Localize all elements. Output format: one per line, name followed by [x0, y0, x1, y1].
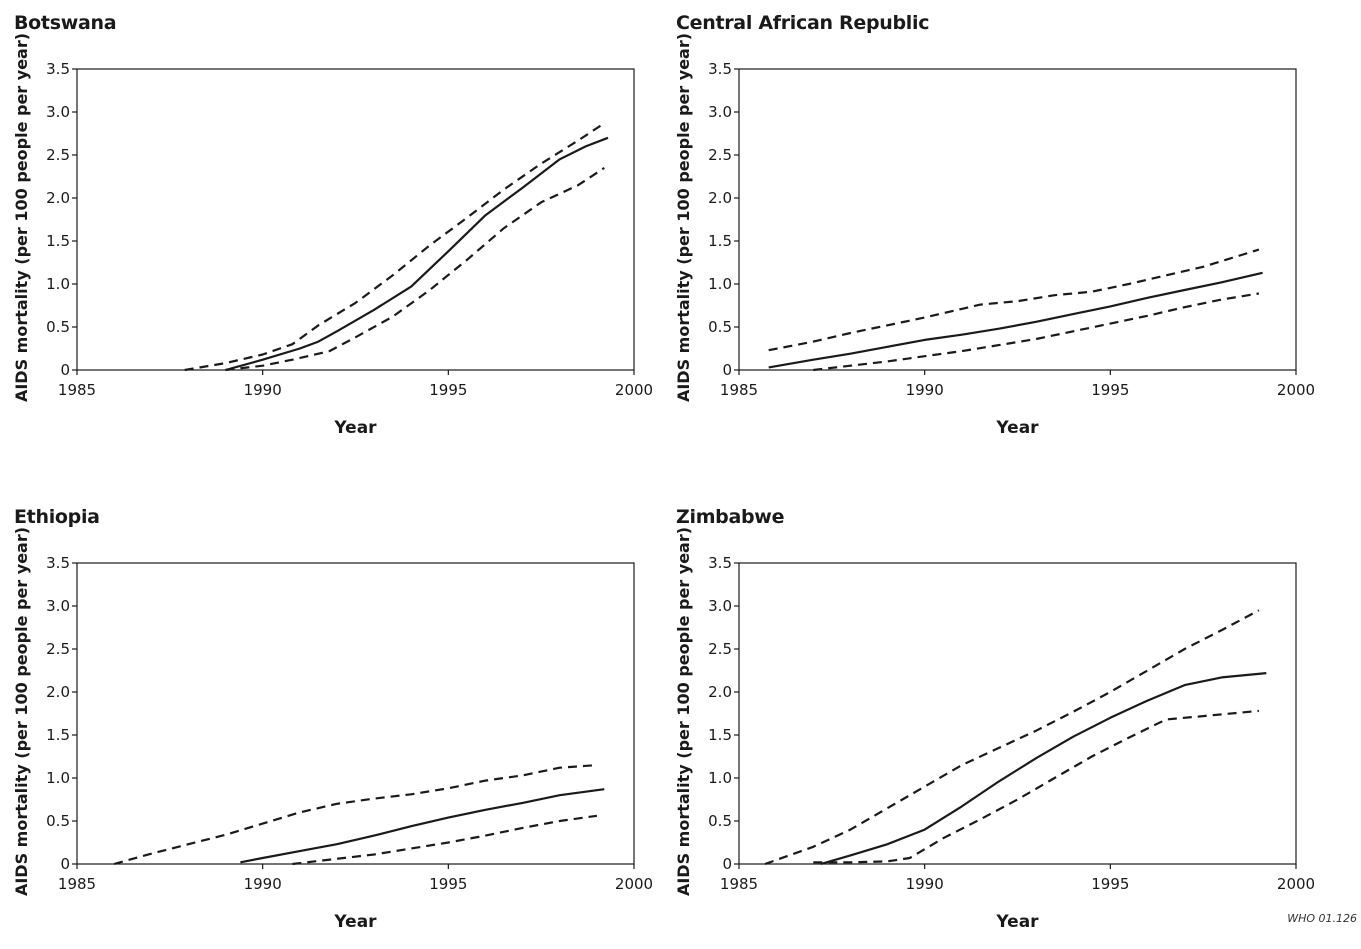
y-axis-label: AIDS mortality (per 100 people per year): [12, 527, 31, 896]
y-tick-label: 1.5: [46, 232, 70, 250]
series-line-bound-2: [813, 292, 1260, 372]
chart-panel-ethiopia: Ethiopia 0 0.5 1.0 1.5 2.0 2.5 3.0 3.5 1985 1990 1…: [0, 494, 660, 949]
chart-title: Ethiopia: [14, 506, 100, 528]
series-line-estimate: [820, 672, 1267, 866]
y-tick-label: 2.0: [46, 683, 70, 701]
plot-frame: [76, 68, 635, 371]
x-tick-label: 2000: [1277, 875, 1315, 893]
x-axis-label: Year: [333, 418, 377, 438]
series-line-bound-2: [292, 814, 598, 866]
y-axis-label: AIDS mortality (per 100 people per year): [674, 33, 693, 402]
y-tick-label: 3.0: [708, 597, 732, 615]
series-line-bound-1: [764, 609, 1260, 866]
series-line-estimate: [225, 136, 609, 372]
x-tick-label: 1995: [429, 875, 467, 893]
y-tick-label: 2.0: [708, 683, 732, 701]
y-tick-label: 0.5: [46, 318, 70, 336]
y-tick-label: 0.5: [46, 812, 70, 830]
series-line-estimate: [768, 271, 1263, 369]
y-tick-label: 1.5: [708, 232, 732, 250]
x-tick-label: 1985: [720, 381, 758, 399]
y-tick-label: 3.0: [46, 103, 70, 121]
y-tick-label: 3.0: [708, 103, 732, 121]
plot-frame: [738, 68, 1297, 371]
x-tick-label: 1995: [1091, 381, 1129, 399]
chart-central-african-republic: 0 0.5 1.0 1.5 2.0 2.5 3.0 3.5 1985 1990 1995 2000 Ye…: [674, 33, 1315, 438]
series-line-bound-1: [113, 764, 597, 866]
x-tick-label: 2000: [615, 381, 653, 399]
plot-frame: [76, 562, 635, 865]
x-tick-label: 1995: [1091, 875, 1129, 893]
chart-title: Central African Republic: [676, 12, 930, 34]
x-tick-label: 1995: [429, 381, 467, 399]
y-tick-label: 0: [722, 361, 732, 379]
x-tick-label: 2000: [1277, 381, 1315, 399]
y-tick-label: 3.0: [46, 597, 70, 615]
series-line-bound-2: [813, 709, 1260, 864]
chart-panel-botswana: Botswana 0 0.5 1.0 1.5 2.0 2.5 3.0 3.5 1985 1990 1…: [0, 0, 660, 455]
series-line-bound-2: [225, 166, 605, 372]
y-tick-label: 0.5: [708, 812, 732, 830]
chart-title: Botswana: [14, 12, 117, 34]
x-tick-label: 1990: [244, 875, 282, 893]
y-tick-label: 2.5: [46, 640, 70, 658]
y-tick-label: 3.5: [46, 554, 70, 572]
y-tick-label: 1.5: [46, 726, 70, 744]
x-tick-label: 1990: [906, 381, 944, 399]
figure-credit: WHO 01.126: [1287, 912, 1357, 925]
x-axis-label: Year: [333, 912, 377, 932]
series-line-bound-1: [768, 248, 1260, 352]
y-tick-label: 0.5: [708, 318, 732, 336]
chart-zimbabwe: 0 0.5 1.0 1.5 2.0 2.5 3.0 3.5 1985 1990 1995 2000 Ye…: [674, 527, 1315, 932]
x-tick-label: 1990: [906, 875, 944, 893]
series-line-bound-1: [184, 122, 605, 372]
y-axis-label: AIDS mortality (per 100 people per year): [674, 527, 693, 896]
y-tick-label: 0: [60, 361, 70, 379]
x-tick-label: 1990: [244, 381, 282, 399]
chart-botswana: 0 0.5 1.0 1.5 2.0 2.5 3.0 3.5 1985 1990 1995 2000 Ye…: [12, 33, 653, 438]
y-tick-label: 1.0: [708, 769, 732, 787]
x-tick-label: 2000: [615, 875, 653, 893]
chart-ethiopia: 0 0.5 1.0 1.5 2.0 2.5 3.0 3.5 1985 1990 1995 2000 Ye…: [12, 527, 653, 932]
x-tick-label: 1985: [58, 875, 96, 893]
y-tick-label: 0: [722, 855, 732, 873]
plot-frame: [738, 562, 1297, 865]
y-axis-label: AIDS mortality (per 100 people per year): [12, 33, 31, 402]
y-tick-label: 3.5: [708, 554, 732, 572]
x-axis-label: Year: [995, 912, 1039, 932]
y-tick-label: 1.0: [708, 275, 732, 293]
y-tick-label: 2.0: [46, 189, 70, 207]
y-tick-label: 2.5: [708, 146, 732, 164]
chart-panel-zimbabwe: Zimbabwe 0 0.5 1.0 1.5 2.0 2.5 3.0 3.5 1985 1990 1…: [662, 494, 1322, 949]
y-tick-label: 0: [60, 855, 70, 873]
y-tick-label: 3.5: [46, 60, 70, 78]
y-tick-label: 1.0: [46, 275, 70, 293]
x-tick-label: 1985: [58, 381, 96, 399]
y-tick-label: 1.5: [708, 726, 732, 744]
x-axis-label: Year: [995, 418, 1039, 438]
y-tick-label: 2.5: [46, 146, 70, 164]
chart-title: Zimbabwe: [676, 506, 785, 528]
y-tick-label: 2.0: [708, 189, 732, 207]
y-tick-label: 2.5: [708, 640, 732, 658]
series-line-estimate: [240, 788, 605, 864]
x-tick-label: 1985: [720, 875, 758, 893]
chart-panel-central-african-republic: Central African Republic 0 0.5 1.0 1.5 2.0 2.…: [662, 0, 1322, 455]
y-tick-label: 1.0: [46, 769, 70, 787]
y-tick-label: 3.5: [708, 60, 732, 78]
